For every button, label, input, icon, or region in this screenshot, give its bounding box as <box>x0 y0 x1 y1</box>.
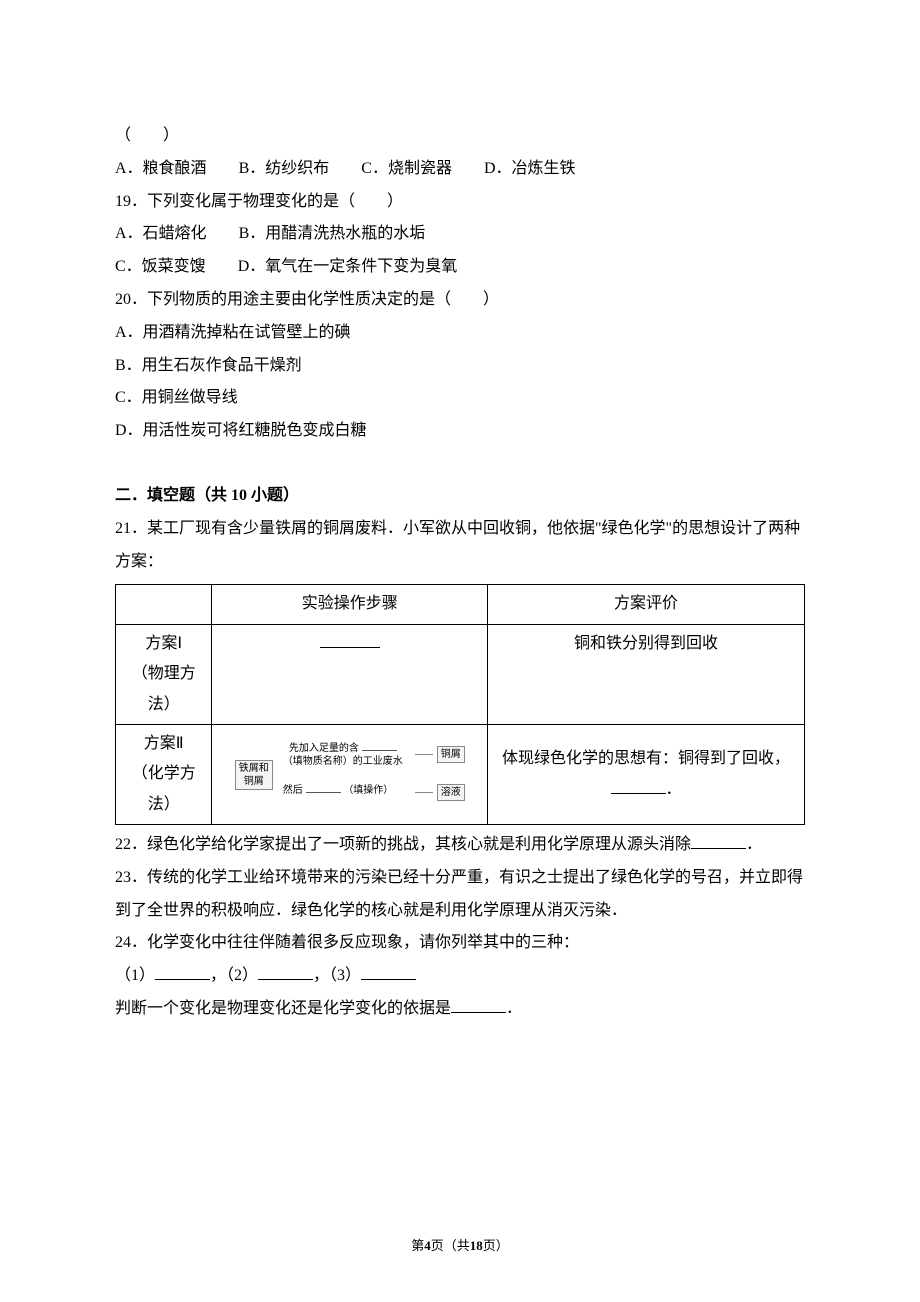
q20-stem: 20．下列物质的用途主要由化学性质决定的是（ ） <box>115 284 805 317</box>
r1c1-b: （物理方法） <box>122 659 205 720</box>
q24-line2: 判断一个变化是物理变化还是化学变化的依据是 ． <box>115 993 805 1026</box>
q24-l2a: 判断一个变化是物理变化还是化学变化的依据是 <box>115 1000 451 1017</box>
dg-bot-a: 然后 <box>283 785 303 796</box>
q22-b: ． <box>746 836 762 853</box>
ft-a: 第 <box>411 1238 424 1253</box>
dg-top-b: （填物质名称）的工业废水 <box>283 756 403 767</box>
q20-optA: A．用酒精洗掉粘在试管壁上的碘 <box>115 317 805 350</box>
q19-optA: A．石蜡熔化 <box>115 225 207 242</box>
ft-d: 18 <box>470 1238 483 1253</box>
r2c3-b: ． <box>494 775 798 805</box>
q24-b3 <box>361 964 416 980</box>
r1c2 <box>212 624 488 724</box>
dg-out1: 铜屑 <box>437 746 465 763</box>
q18-options: A．粮食酿酒 B．纺纱织布 C．烧制瓷器 D．冶炼生铁 <box>115 153 805 186</box>
q22-a: 22．绿色化学给化学家提出了一项新的挑战，其核心就是利用化学原理从源头消除 <box>115 836 691 853</box>
q21-stem: 21．某工厂现有含少量铁屑的铜屑废料．小军欲从中回收铜，他依据"绿色化学"的思想… <box>115 513 805 579</box>
th-steps: 实验操作步骤 <box>212 585 488 624</box>
q22-blank <box>691 833 746 849</box>
q24-b4 <box>451 997 506 1013</box>
r2c3-blank <box>611 778 666 794</box>
r1c3: 铜和铁分别得到回收 <box>488 624 805 724</box>
dg-left: 铁屑和 铜屑 <box>235 760 273 790</box>
q24-p2: ，（2） <box>210 967 258 984</box>
r1c1-a: 方案Ⅰ <box>122 629 205 659</box>
section2-heading: 二．填空题（共 10 小题） <box>115 480 805 513</box>
q18-optD: D．冶炼生铁 <box>484 160 576 177</box>
q20-optD: D．用活性炭可将红糖脱色变成白糖 <box>115 415 805 448</box>
r1c1: 方案Ⅰ （物理方法） <box>116 624 212 724</box>
dg-arrow1 <box>415 754 433 755</box>
q19-stem: 19．下列变化属于物理变化的是（ ） <box>115 186 805 219</box>
q24-b2 <box>258 964 313 980</box>
th-eval: 方案评价 <box>488 585 805 624</box>
q19-options-ab: A．石蜡熔化 B．用醋清洗热水瓶的水垢 <box>115 218 805 251</box>
q24-p1: （1） <box>115 967 155 984</box>
page-footer: 第4页（共18页） <box>0 1233 920 1260</box>
q24-blanks: （1） ，（2） ，（3） <box>115 960 805 993</box>
dg-arrow2 <box>415 792 433 793</box>
dg-bot-blank <box>306 792 341 793</box>
q24-b1 <box>155 964 210 980</box>
q24-l2b: ． <box>506 1000 522 1017</box>
r2c3-a: 体现绿色化学的思想有：铜得到了回收， <box>494 744 798 774</box>
q18-optB: B．纺纱织布 <box>239 160 330 177</box>
dg-top-a: 先加入足量的含 <box>289 743 359 754</box>
q18-paren: （ ） <box>115 120 805 153</box>
r1c2-blank <box>320 632 380 648</box>
flow-diagram: 铁屑和 铜屑 先加入足量的含 （填物质名称）的工业废水 然后 （填操作） 铜屑 … <box>235 740 465 810</box>
q19-optC: C．饭菜变馊 <box>115 258 206 275</box>
dg-left-b: 铜屑 <box>244 776 264 787</box>
r2c1-a: 方案Ⅱ <box>122 729 205 759</box>
dg-bot-b: （填操作） <box>343 785 393 796</box>
q22: 22．绿色化学给化学家提出了一项新的挑战，其核心就是利用化学原理从源头消除 ． <box>115 829 805 862</box>
dg-out2: 溶液 <box>437 784 465 801</box>
q18-optC: C．烧制瓷器 <box>361 160 452 177</box>
ft-e: 页） <box>483 1238 509 1253</box>
q20-optC: C．用铜丝做导线 <box>115 382 805 415</box>
r2c3: 体现绿色化学的思想有：铜得到了回收， ． <box>488 724 805 824</box>
dg-left-a: 铁屑和 <box>239 763 269 774</box>
dg-bot: 然后 （填操作） <box>283 784 394 797</box>
r2c1-b: （化学方法） <box>122 759 205 820</box>
q21-table: 实验操作步骤 方案评价 方案Ⅰ （物理方法） 铜和铁分别得到回收 方案Ⅱ （化学… <box>115 584 805 825</box>
q19-options-cd: C．饭菜变馊 D．氧气在一定条件下变为臭氧 <box>115 251 805 284</box>
q24-stem: 24．化学变化中往往伴随着很多反应现象，请你列举其中的三种： <box>115 927 805 960</box>
th-blank <box>116 585 212 624</box>
q23: 23．传统的化学工业给环境带来的污染已经十分严重，有识之士提出了绿色化学的号召，… <box>115 862 805 928</box>
q18-optA: A．粮食酿酒 <box>115 160 207 177</box>
q20-optB: B．用生石灰作食品干燥剂 <box>115 350 805 383</box>
r2c1: 方案Ⅱ （化学方法） <box>116 724 212 824</box>
dg-top: 先加入足量的含 （填物质名称）的工业废水 <box>283 742 403 768</box>
q19-optD: D．氧气在一定条件下变为臭氧 <box>238 258 458 275</box>
r2c2: 铁屑和 铜屑 先加入足量的含 （填物质名称）的工业废水 然后 （填操作） 铜屑 … <box>212 724 488 824</box>
dg-top-blank <box>362 750 397 751</box>
q19-optB: B．用醋清洗热水瓶的水垢 <box>239 225 426 242</box>
q24-p3: ，（3） <box>313 967 361 984</box>
ft-c: 页（共 <box>431 1238 470 1253</box>
